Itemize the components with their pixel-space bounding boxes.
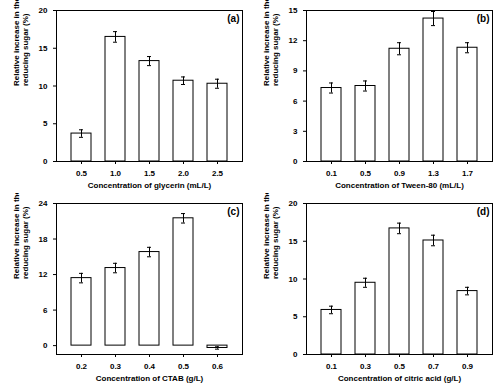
svg-text:Concentration of glycerin (mL/: Concentration of glycerin (mL/L) <box>88 181 212 190</box>
svg-text:0.9: 0.9 <box>394 169 406 178</box>
svg-text:24: 24 <box>39 199 48 208</box>
svg-text:10: 10 <box>39 82 48 91</box>
svg-text:0.3: 0.3 <box>360 362 372 371</box>
svg-text:6: 6 <box>43 306 48 315</box>
svg-text:Relative increase in the conve: Relative increase in the conversion ofre… <box>262 193 280 279</box>
svg-text:(c): (c) <box>227 206 239 217</box>
svg-text:5: 5 <box>293 312 298 321</box>
svg-text:12: 12 <box>39 270 48 279</box>
svg-text:15: 15 <box>289 237 298 246</box>
svg-text:15: 15 <box>39 44 48 53</box>
svg-text:0.4: 0.4 <box>144 362 156 371</box>
svg-text:1.3: 1.3 <box>428 169 440 178</box>
svg-text:Relative increase in the conve: Relative increase in the conversion ofre… <box>12 193 30 279</box>
svg-text:Concentration of Tween-80 (mL/: Concentration of Tween-80 (mL/L) <box>335 181 464 190</box>
svg-text:1.7: 1.7 <box>462 169 474 178</box>
svg-text:Relative increase in the conve: Relative increase in the conversion ofre… <box>12 0 30 86</box>
svg-text:5: 5 <box>43 119 48 128</box>
svg-text:9: 9 <box>293 66 298 75</box>
svg-text:0: 0 <box>293 157 298 166</box>
svg-text:0.1: 0.1 <box>326 169 338 178</box>
svg-text:1.0: 1.0 <box>110 169 122 178</box>
svg-text:0.2: 0.2 <box>76 362 88 371</box>
svg-text:0.5: 0.5 <box>394 362 406 371</box>
svg-text:(b): (b) <box>477 13 490 24</box>
svg-text:20: 20 <box>39 6 48 15</box>
svg-text:0.5: 0.5 <box>178 362 190 371</box>
svg-text:0.3: 0.3 <box>110 362 122 371</box>
svg-text:3: 3 <box>293 127 298 136</box>
svg-text:0: 0 <box>43 341 48 350</box>
svg-text:0.5: 0.5 <box>76 169 88 178</box>
svg-text:12: 12 <box>289 36 298 45</box>
svg-text:0.9: 0.9 <box>462 362 474 371</box>
svg-text:0: 0 <box>43 157 48 166</box>
svg-text:0.5: 0.5 <box>360 169 372 178</box>
svg-text:0.1: 0.1 <box>326 362 338 371</box>
svg-text:(d): (d) <box>477 206 490 217</box>
svg-text:Relative increase in the conve: Relative increase in the conversion ofre… <box>262 0 280 86</box>
svg-text:Concentration of CTAB (g/L): Concentration of CTAB (g/L) <box>96 374 204 383</box>
svg-text:2.5: 2.5 <box>212 169 224 178</box>
svg-text:Concentration of citric acid (: Concentration of citric acid (g/L) <box>338 374 461 383</box>
svg-text:15: 15 <box>289 6 298 15</box>
svg-text:2.0: 2.0 <box>178 169 190 178</box>
svg-text:1.5: 1.5 <box>144 169 156 178</box>
svg-text:(a): (a) <box>227 13 239 24</box>
svg-text:0.6: 0.6 <box>212 362 224 371</box>
svg-text:18: 18 <box>39 235 48 244</box>
svg-text:0.7: 0.7 <box>428 362 440 371</box>
svg-text:6: 6 <box>293 97 298 106</box>
svg-text:20: 20 <box>289 199 298 208</box>
svg-text:0: 0 <box>293 350 298 359</box>
svg-text:10: 10 <box>289 275 298 284</box>
